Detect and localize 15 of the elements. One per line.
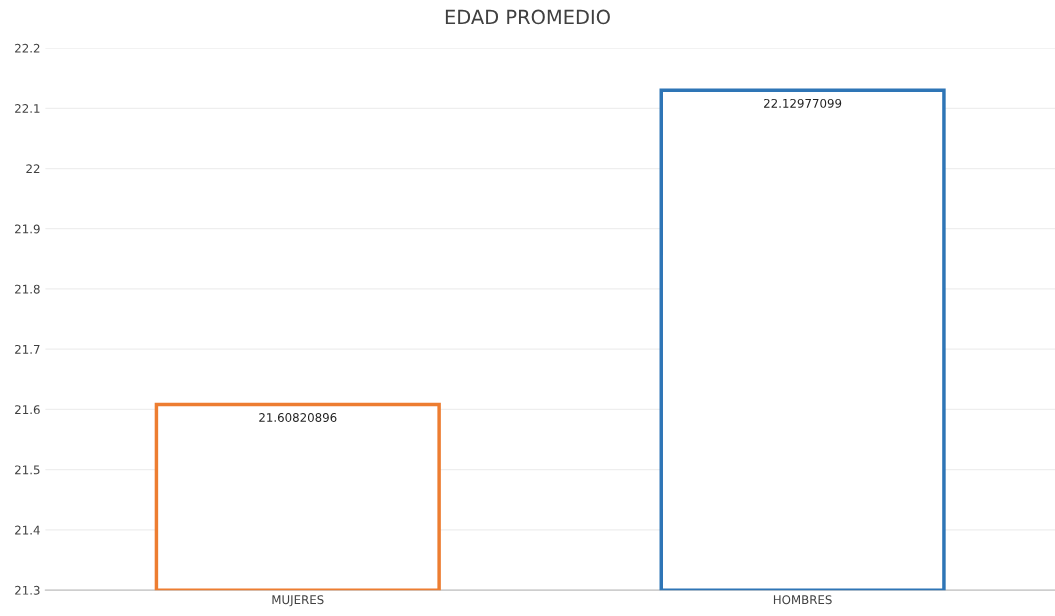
y-tick-label: 21.5 — [15, 465, 40, 475]
y-tick-label: 21.7 — [15, 344, 40, 354]
y-tick-label: 21.8 — [15, 284, 40, 294]
y-tick-label: 22.2 — [15, 43, 40, 53]
y-tick-label: 21.4 — [15, 525, 40, 535]
x-tick-label: MUJERES — [272, 595, 324, 607]
y-tick-label: 22.1 — [15, 104, 40, 113]
y-tick-label: 21.9 — [15, 224, 40, 234]
data-label: 22.12977099 — [764, 98, 842, 108]
chart-title: EDAD PROMEDIO — [445, 9, 610, 25]
y-tick-label: 21.6 — [15, 405, 40, 415]
data-label: 21.60820896 — [259, 413, 337, 422]
y-tick-label: 22 — [26, 164, 40, 173]
y-tick-label: 21.3 — [15, 585, 40, 595]
x-tick-label: HOMBRES — [773, 595, 832, 605]
